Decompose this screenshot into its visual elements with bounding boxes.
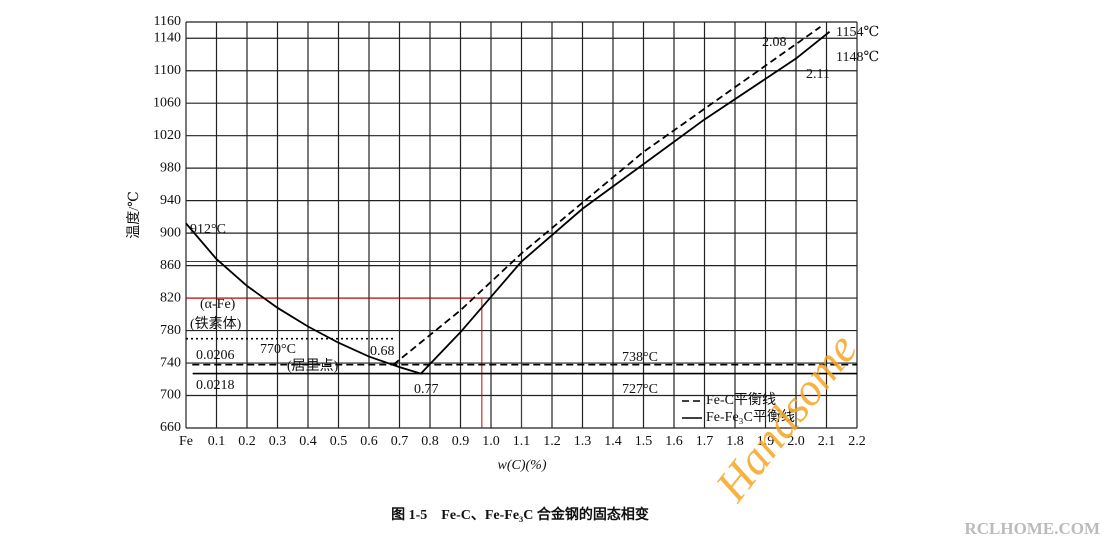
y-tick-label: 780: [160, 323, 181, 338]
annotation: 727°C: [622, 382, 658, 397]
x-tick-label: 0.6: [360, 434, 378, 449]
y-tick-label: 1060: [153, 95, 181, 110]
x-tick-label: 0.7: [391, 434, 409, 449]
x-tick-label: 1.7: [696, 434, 714, 449]
caption: 图 1-5 Fe-C、Fe-Fe₃C 合金钢的固态相变: [391, 506, 649, 523]
y-tick-label: 900: [160, 225, 181, 240]
x-tick-label: 2.1: [818, 434, 836, 449]
annotation: 770°C: [260, 342, 296, 357]
annotation: 912°C: [190, 222, 226, 237]
x-tick-label: 1.1: [513, 434, 531, 449]
x-tick-label: 2.0: [787, 434, 805, 449]
series-line: [185, 31, 831, 375]
x-tick-label: 1.4: [604, 434, 622, 449]
y-tick-label: 1160: [154, 14, 181, 29]
watermark: RCLHOME.COM: [964, 519, 1100, 538]
y-tick-label: 940: [160, 193, 181, 208]
x-tick-label: 2.2: [848, 434, 866, 449]
x-tick-label: 1.2: [543, 434, 561, 449]
y-tick-label: 1020: [153, 128, 181, 143]
x-tick-label: 0.8: [421, 434, 439, 449]
annotation: (α-Fe): [200, 297, 236, 312]
annotation: (铁素体): [190, 316, 242, 332]
legend-label: Fe-C平衡线: [706, 392, 776, 408]
x-tick-label: 0.9: [452, 434, 470, 449]
x-tick-label: 0.3: [269, 434, 287, 449]
annotation: 1148℃: [836, 50, 879, 65]
x-tick-label: 1.8: [726, 434, 744, 449]
x-tick-label: 1.0: [482, 434, 500, 449]
y-tick-label: 1140: [154, 30, 181, 45]
x-tick-label: 1.5: [635, 434, 653, 449]
y-tick-label: 1100: [154, 63, 181, 78]
annotation: 0.77: [414, 382, 439, 397]
x-tick-label: Fe: [179, 434, 193, 449]
x-tick-label: 0.2: [238, 434, 256, 449]
annotation: 0.0206: [196, 348, 235, 363]
annotation: 2.11: [806, 67, 830, 82]
y-tick-label: 860: [160, 258, 181, 273]
x-tick-label: 0.4: [299, 434, 317, 449]
x-tick-label: 1.9: [757, 434, 775, 449]
annotation: 0.68: [370, 344, 395, 359]
y-axis-label: 温度/℃: [126, 191, 142, 239]
y-tick-label: 980: [160, 160, 181, 175]
annotation: (居里点): [287, 358, 339, 374]
y-tick-label: 820: [160, 290, 181, 305]
legend-label: Fe-Fe₃C平衡线: [706, 409, 795, 425]
x-tick-label: 1.6: [665, 434, 683, 449]
y-tick-label: 740: [160, 355, 181, 370]
y-tick-label: 660: [160, 420, 181, 435]
series-line: [392, 26, 821, 366]
x-tick-label: 1.3: [574, 434, 592, 449]
annotation: 0.0218: [196, 378, 235, 393]
x-axis-label: w(C)(%): [498, 458, 547, 473]
x-tick-label: 0.5: [330, 434, 348, 449]
x-tick-label: 0.1: [208, 434, 226, 449]
y-tick-label: 700: [160, 388, 181, 403]
annotation: 2.08: [762, 35, 787, 50]
annotation: 738°C: [622, 350, 658, 365]
annotation: 1154℃: [836, 25, 879, 40]
